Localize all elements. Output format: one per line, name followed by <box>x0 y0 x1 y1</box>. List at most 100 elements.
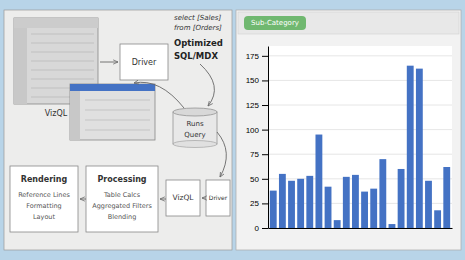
y-tick-label: 100 <box>246 126 260 135</box>
x-axis-line <box>269 228 453 229</box>
chart-panel <box>236 10 461 250</box>
filter-pill <box>244 16 306 30</box>
y-tick: 175 <box>246 52 268 61</box>
annotation: Table Calcs <box>103 191 141 199</box>
annotation: Driver <box>209 194 228 201</box>
screenshot-row <box>31 52 94 53</box>
cylinder-body <box>173 112 217 144</box>
y-tick-label: 25 <box>250 199 259 208</box>
screenshot-side-strip <box>14 28 27 104</box>
screenshot-row <box>31 43 94 44</box>
chart-panel-group: 0 25 50 75 100 125 150 175 <box>236 10 461 250</box>
y-tick-label: 75 <box>250 150 259 159</box>
bars <box>270 66 450 228</box>
y-tick-mark <box>262 154 268 155</box>
bar <box>334 220 341 228</box>
y-tick: 25 <box>250 199 268 208</box>
viz-row <box>85 110 150 111</box>
bar <box>279 174 286 228</box>
processing-box <box>86 166 158 232</box>
viz-title-bar <box>70 84 155 91</box>
annotation: Query <box>184 131 205 139</box>
bar <box>315 135 322 228</box>
y-tick-mark <box>262 105 268 106</box>
screenshot-row <box>31 61 94 62</box>
driver-box <box>206 180 230 216</box>
y-tick-mark <box>262 130 268 131</box>
arrow <box>202 198 206 199</box>
annotations: VizQLDriverselect [Sales]from [Orders]Op… <box>18 14 299 221</box>
annotation: Layout <box>33 213 56 221</box>
annotation: Rendering <box>21 175 68 184</box>
curved-arrow <box>200 64 214 106</box>
grid-line <box>268 80 452 81</box>
arrow <box>160 199 166 200</box>
grid-line <box>268 154 452 155</box>
annotation: Formatting <box>26 202 62 210</box>
x-axis <box>269 228 453 229</box>
annotation: Optimized <box>174 38 223 48</box>
bar <box>270 191 277 228</box>
y-axis: 0 25 50 75 100 125 150 175 <box>246 47 269 234</box>
plot-area <box>268 46 452 228</box>
diagram-panel <box>4 10 232 250</box>
y-tick: 100 <box>246 126 268 135</box>
arrow <box>80 199 86 200</box>
y-tick: 125 <box>246 101 268 110</box>
annotation: Sub-Category <box>251 19 299 27</box>
bar <box>443 167 450 228</box>
annotation: Processing <box>97 175 146 184</box>
vizql-box <box>166 180 200 216</box>
arrow <box>100 62 118 63</box>
toolbar <box>238 12 459 34</box>
annotation: Blending <box>108 213 137 221</box>
bar <box>398 169 405 228</box>
bar <box>379 159 386 228</box>
grid <box>268 56 452 228</box>
cylinder-top <box>173 108 217 116</box>
grid-line <box>268 228 452 229</box>
y-tick: 0 <box>255 224 268 233</box>
annotation: Reference Lines <box>18 191 70 199</box>
annotation: Aggregated Filters <box>92 202 152 210</box>
viz-row <box>85 120 150 121</box>
y-tick-mark <box>262 203 268 204</box>
bar <box>325 187 332 228</box>
screenshot-title-bar <box>14 18 98 28</box>
y-tick-mark <box>262 228 268 229</box>
y-tick: 50 <box>250 175 268 184</box>
annotation: Runs <box>186 120 203 128</box>
viz-screenshot <box>70 84 155 140</box>
bar <box>425 181 432 228</box>
y-tick-mark <box>262 56 268 57</box>
grid-line <box>268 203 452 204</box>
diagram <box>4 10 232 250</box>
screenshot-row <box>31 70 94 71</box>
bar <box>361 192 368 228</box>
curved-arrow <box>217 132 226 177</box>
y-tick: 75 <box>250 150 268 159</box>
driver-box <box>120 44 168 80</box>
bar <box>352 175 359 228</box>
page: 0255075100125150175VizQLDriverselect [Sa… <box>0 0 465 260</box>
bar <box>370 189 377 228</box>
viz-row <box>85 100 150 101</box>
grid-line <box>268 105 452 106</box>
bar <box>389 224 396 228</box>
y-tick-mark <box>262 179 268 180</box>
bar <box>297 179 304 228</box>
y-tick-label: 150 <box>246 76 260 85</box>
annotation: from [Orders] <box>174 24 222 32</box>
annotation: SQL/MDX <box>174 51 218 61</box>
y-tick-label: 175 <box>246 52 260 61</box>
screenshot-row <box>31 79 94 80</box>
grid-line <box>268 178 452 179</box>
y-axis-line <box>268 47 269 229</box>
viz-row <box>85 130 150 131</box>
bar <box>416 69 423 228</box>
grid-line <box>268 129 452 130</box>
annotation: VizQL <box>45 109 68 118</box>
curved-arrow <box>134 82 184 108</box>
y-tick-label: 50 <box>250 175 259 184</box>
annotation: VizQL <box>172 193 194 202</box>
